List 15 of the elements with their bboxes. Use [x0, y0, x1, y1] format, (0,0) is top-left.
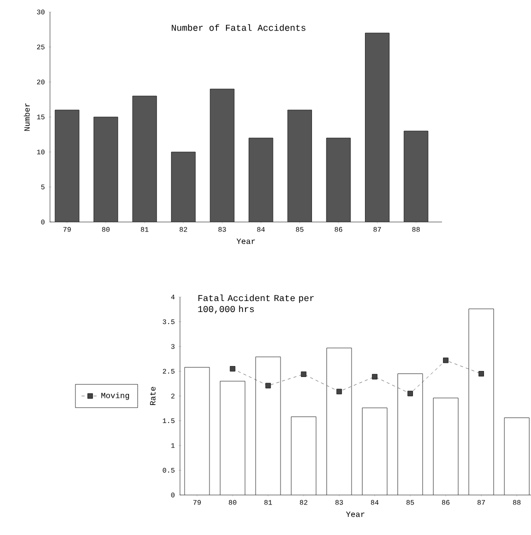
- point: [265, 382, 271, 388]
- x-axis-title: Year: [346, 512, 364, 517]
- chart-title: Fatal Accident Rate per 100,000 hrs: [198, 294, 314, 314]
- y-axis-title: Number: [24, 103, 30, 131]
- point: [336, 388, 342, 394]
- y-axis-title: Rate: [150, 386, 156, 405]
- point: [478, 371, 484, 376]
- x-axis-title: Year: [236, 238, 255, 244]
- point: [372, 374, 378, 380]
- point: [230, 366, 236, 372]
- point: [443, 358, 448, 364]
- text: Number of Fatal Accidents: [172, 24, 306, 31]
- point: [408, 390, 413, 396]
- point: [300, 372, 306, 377]
- legend-label: Moving: [101, 392, 129, 400]
